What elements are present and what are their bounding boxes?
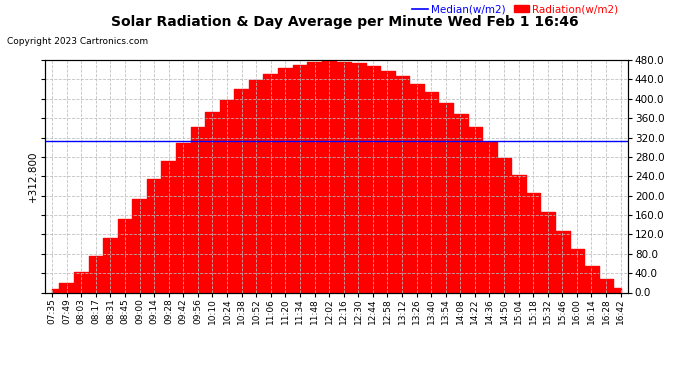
- Y-axis label: +312.800: +312.800: [28, 150, 38, 202]
- Text: Copyright 2023 Cartronics.com: Copyright 2023 Cartronics.com: [7, 38, 148, 46]
- Legend: Median(w/m2), Radiation(w/m2): Median(w/m2), Radiation(w/m2): [408, 0, 622, 18]
- Text: Solar Radiation & Day Average per Minute Wed Feb 1 16:46: Solar Radiation & Day Average per Minute…: [111, 15, 579, 29]
